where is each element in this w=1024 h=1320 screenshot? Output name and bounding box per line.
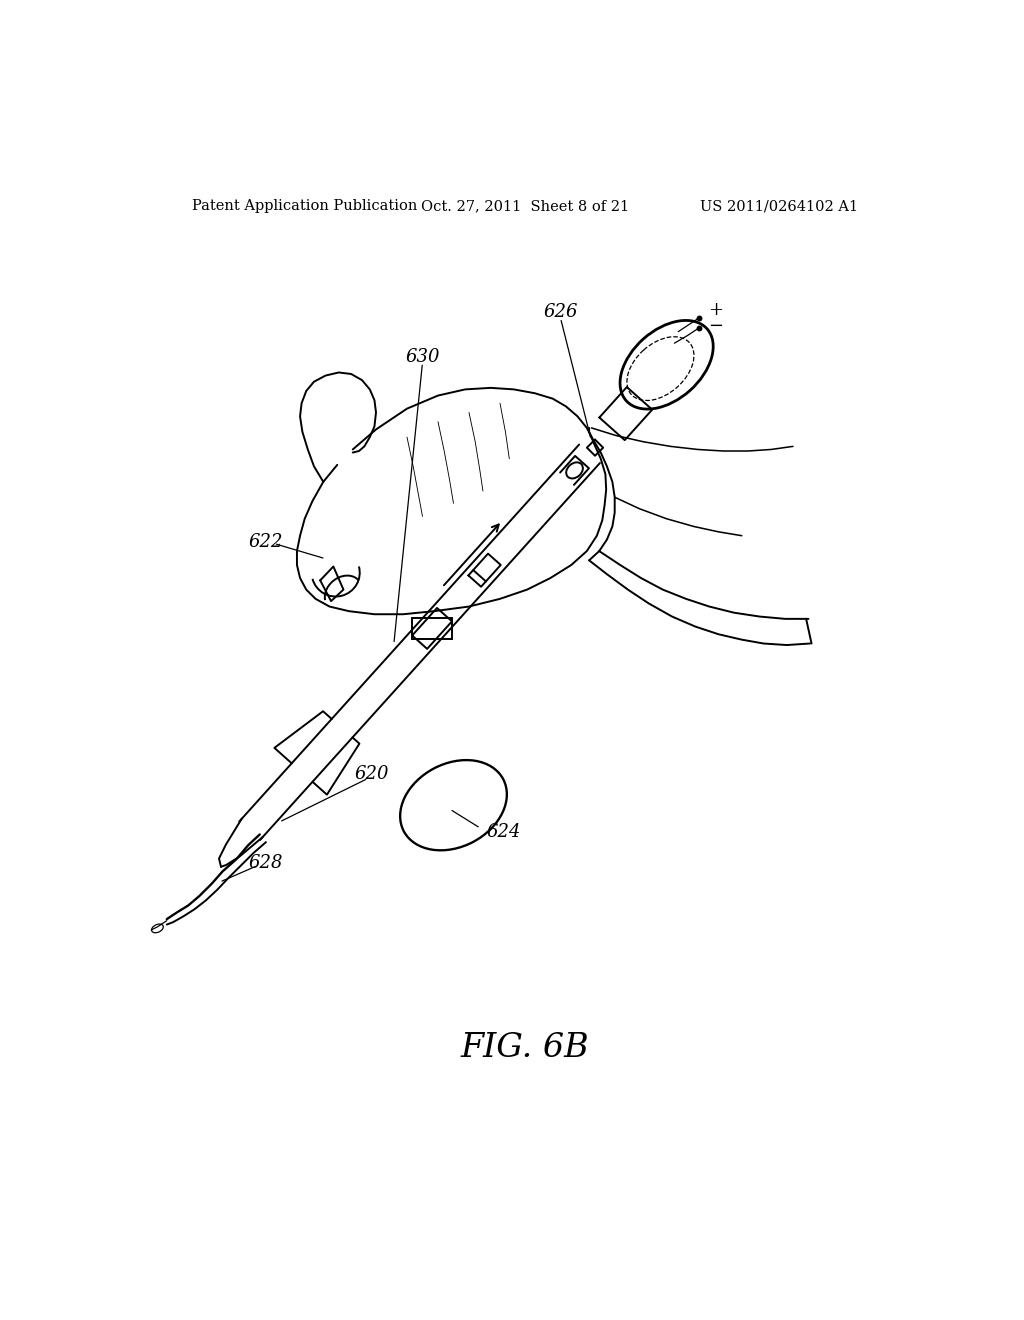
Text: +: + [708, 301, 723, 319]
Text: Oct. 27, 2011  Sheet 8 of 21: Oct. 27, 2011 Sheet 8 of 21 [421, 199, 629, 213]
Text: 630: 630 [406, 348, 439, 366]
Text: 622: 622 [249, 533, 284, 550]
Text: 626: 626 [543, 304, 578, 321]
Text: 628: 628 [248, 854, 283, 873]
Text: FIG. 6B: FIG. 6B [461, 1032, 589, 1064]
Text: 624: 624 [486, 824, 520, 841]
Text: −: − [708, 317, 723, 335]
Text: US 2011/0264102 A1: US 2011/0264102 A1 [700, 199, 858, 213]
Text: Patent Application Publication: Patent Application Publication [191, 199, 417, 213]
Bar [412, 618, 453, 639]
Text: 620: 620 [355, 766, 389, 783]
